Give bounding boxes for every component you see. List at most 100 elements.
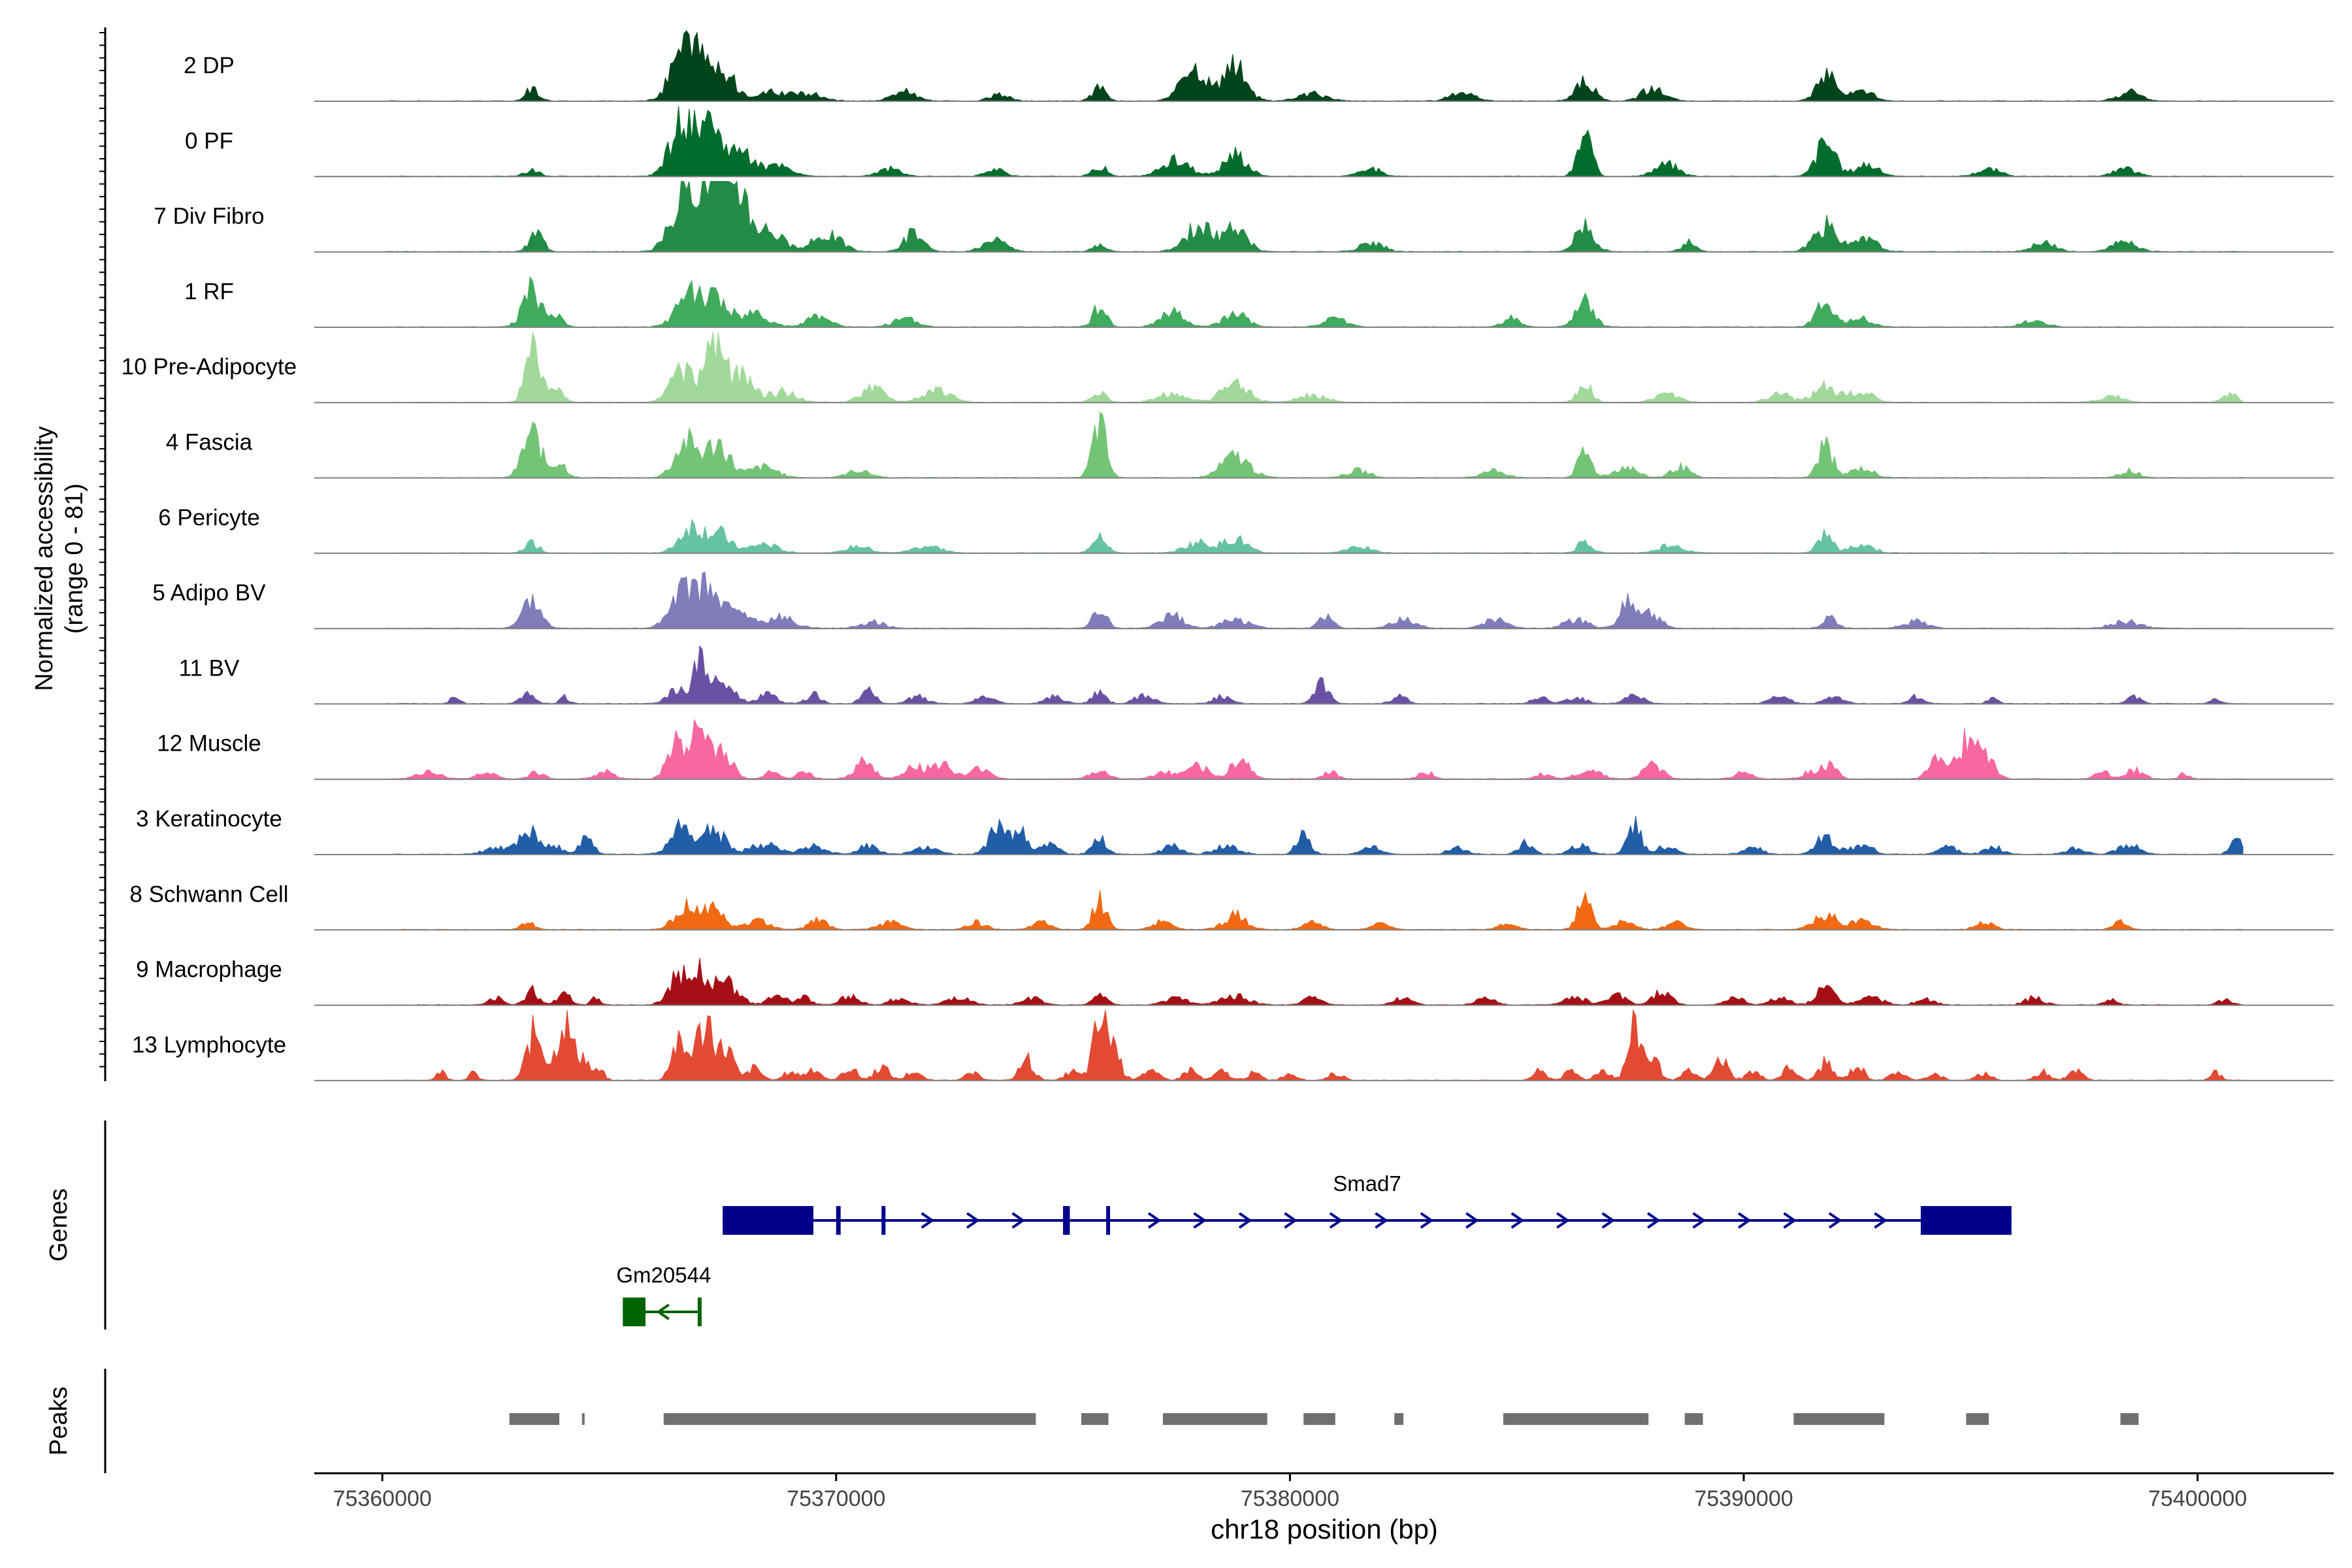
gene-exon	[1106, 1206, 1111, 1235]
track-label: 12 Muscle	[157, 731, 261, 757]
track-label: 6 Pericyte	[158, 505, 260, 531]
strand-arrow	[1783, 1212, 1797, 1229]
strand-arrow	[1238, 1212, 1252, 1229]
track-label: 1 RF	[184, 279, 234, 304]
coverage-track: 4 Fascia	[166, 411, 2334, 479]
strand-arrow	[1737, 1212, 1752, 1229]
coverage-track: 0 PF	[185, 106, 2334, 178]
gene-exon	[697, 1298, 702, 1326]
coverage-area	[386, 518, 2244, 554]
coverage-track: 6 Pericyte	[158, 505, 2334, 554]
y-axis-label: Normalized accessibility (range 0 - 81)	[31, 426, 88, 691]
strand-arrow	[1465, 1212, 1479, 1229]
strand-arrow	[1147, 1212, 1162, 1229]
x-tick-label: 75390000	[1694, 1486, 1793, 1511]
coverage-track: 13 Lymphocyte	[132, 1009, 2334, 1081]
coverage-area	[386, 106, 2244, 177]
x-tick-label: 75360000	[333, 1486, 432, 1511]
coverage-area	[386, 1009, 2244, 1081]
x-tick-label: 75380000	[1241, 1486, 1339, 1511]
track-label: 8 Schwann Cell	[129, 881, 288, 907]
strand-arrow	[1646, 1212, 1661, 1229]
strand-arrow	[656, 1303, 670, 1320]
strand-arrow	[1556, 1212, 1570, 1229]
track-label: 3 Keratinocyte	[136, 806, 282, 832]
coverage-area	[386, 180, 2244, 253]
gene-model: Smad7	[723, 1171, 2012, 1235]
strand-arrow	[1874, 1212, 1887, 1229]
peak-region	[1081, 1413, 1109, 1425]
strand-arrow	[1420, 1212, 1434, 1229]
peak-region	[1966, 1413, 1989, 1425]
genes-panel-label: Genes	[45, 1188, 73, 1262]
coverage-area	[386, 276, 2244, 328]
gene-exon	[1920, 1206, 2012, 1235]
y-axis-title-line-1: Normalized accessibility	[31, 426, 58, 691]
coverage-track: 11 BV	[179, 645, 2334, 705]
strand-arrow	[1511, 1212, 1525, 1229]
coverage-track: 2 DP	[184, 30, 2334, 102]
x-tick-label: 75370000	[787, 1486, 885, 1511]
coverage-area	[386, 645, 2244, 704]
coverage-area	[386, 332, 2244, 403]
peak-region	[1684, 1413, 1703, 1425]
peak-region	[1162, 1413, 1267, 1425]
track-label: 5 Adipo BV	[152, 580, 266, 606]
coverage-tracks: 2 DP 0 PF 7 Div Fibro 1 RF 10 Pre-Adipocyte 4…	[122, 30, 2334, 1081]
coverage-area	[386, 890, 2244, 930]
gene-annotation-track: Smad7 Gm20544	[616, 1171, 2012, 1326]
y-axis-title-line-2: (range 0 - 81)	[61, 483, 88, 634]
strand-arrow	[921, 1212, 935, 1229]
coverage-track: 3 Keratinocyte	[136, 806, 2334, 855]
track-label: 7 Div Fibro	[154, 204, 264, 229]
strand-arrow	[1011, 1212, 1026, 1229]
strand-arrow	[1284, 1212, 1298, 1229]
coverage-track: 5 Adipo BV	[152, 572, 2334, 630]
coverage-track: 12 Muscle	[157, 719, 2334, 780]
coverage-area	[386, 815, 2244, 855]
strand-arrow	[966, 1212, 980, 1229]
gene-label: Smad7	[1333, 1171, 1401, 1196]
strand-arrow	[1828, 1212, 1842, 1229]
gene-label: Gm20544	[616, 1263, 711, 1287]
peaks-panel-label: Peaks	[45, 1386, 73, 1456]
strand-arrow	[1193, 1212, 1207, 1229]
coverage-track: 1 RF	[184, 276, 2334, 328]
track-label: 10 Pre-Adipocyte	[122, 354, 297, 380]
gene-exon	[1063, 1206, 1070, 1235]
peak-region	[581, 1413, 585, 1425]
track-label: 11 BV	[179, 655, 240, 681]
peak-region	[1793, 1413, 1885, 1425]
peak-region	[663, 1413, 1036, 1425]
coverage-y-axis-ticks	[99, 32, 105, 1068]
gene-model: Gm20544	[616, 1263, 711, 1326]
x-axis-title: chr18 position (bp)	[1211, 1514, 1438, 1544]
x-axis-ticks: 75360000 75370000 75380000 75390000 75400000	[333, 1473, 2247, 1511]
gene-exon	[881, 1206, 886, 1235]
gene-exon	[723, 1206, 813, 1235]
peak-region	[2120, 1413, 2139, 1425]
peak-region	[1394, 1413, 1404, 1425]
coverage-track: 10 Pre-Adipocyte	[122, 332, 2334, 404]
coverage-area	[386, 958, 2244, 1006]
track-label: 2 DP	[184, 53, 235, 78]
peak-region	[509, 1413, 560, 1425]
gene-exon	[836, 1206, 841, 1235]
coverage-track: 8 Schwann Cell	[129, 881, 2334, 931]
strand-arrow	[1601, 1212, 1616, 1229]
coverage-area	[386, 572, 2244, 629]
track-label: 9 Macrophage	[136, 957, 282, 983]
track-label: 0 PF	[185, 128, 233, 154]
strand-arrow	[1375, 1212, 1388, 1229]
gene-exon	[623, 1298, 645, 1326]
coverage-area	[386, 411, 2244, 479]
peak-region	[1503, 1413, 1649, 1425]
track-label: 4 Fascia	[166, 430, 253, 455]
coverage-area	[386, 30, 2244, 102]
coverage-track: 7 Div Fibro	[154, 180, 2334, 253]
strand-arrow	[1329, 1212, 1343, 1229]
coverage-track: 9 Macrophage	[136, 957, 2334, 1006]
strand-arrow	[1692, 1212, 1707, 1229]
x-tick-label: 75400000	[2148, 1486, 2247, 1511]
